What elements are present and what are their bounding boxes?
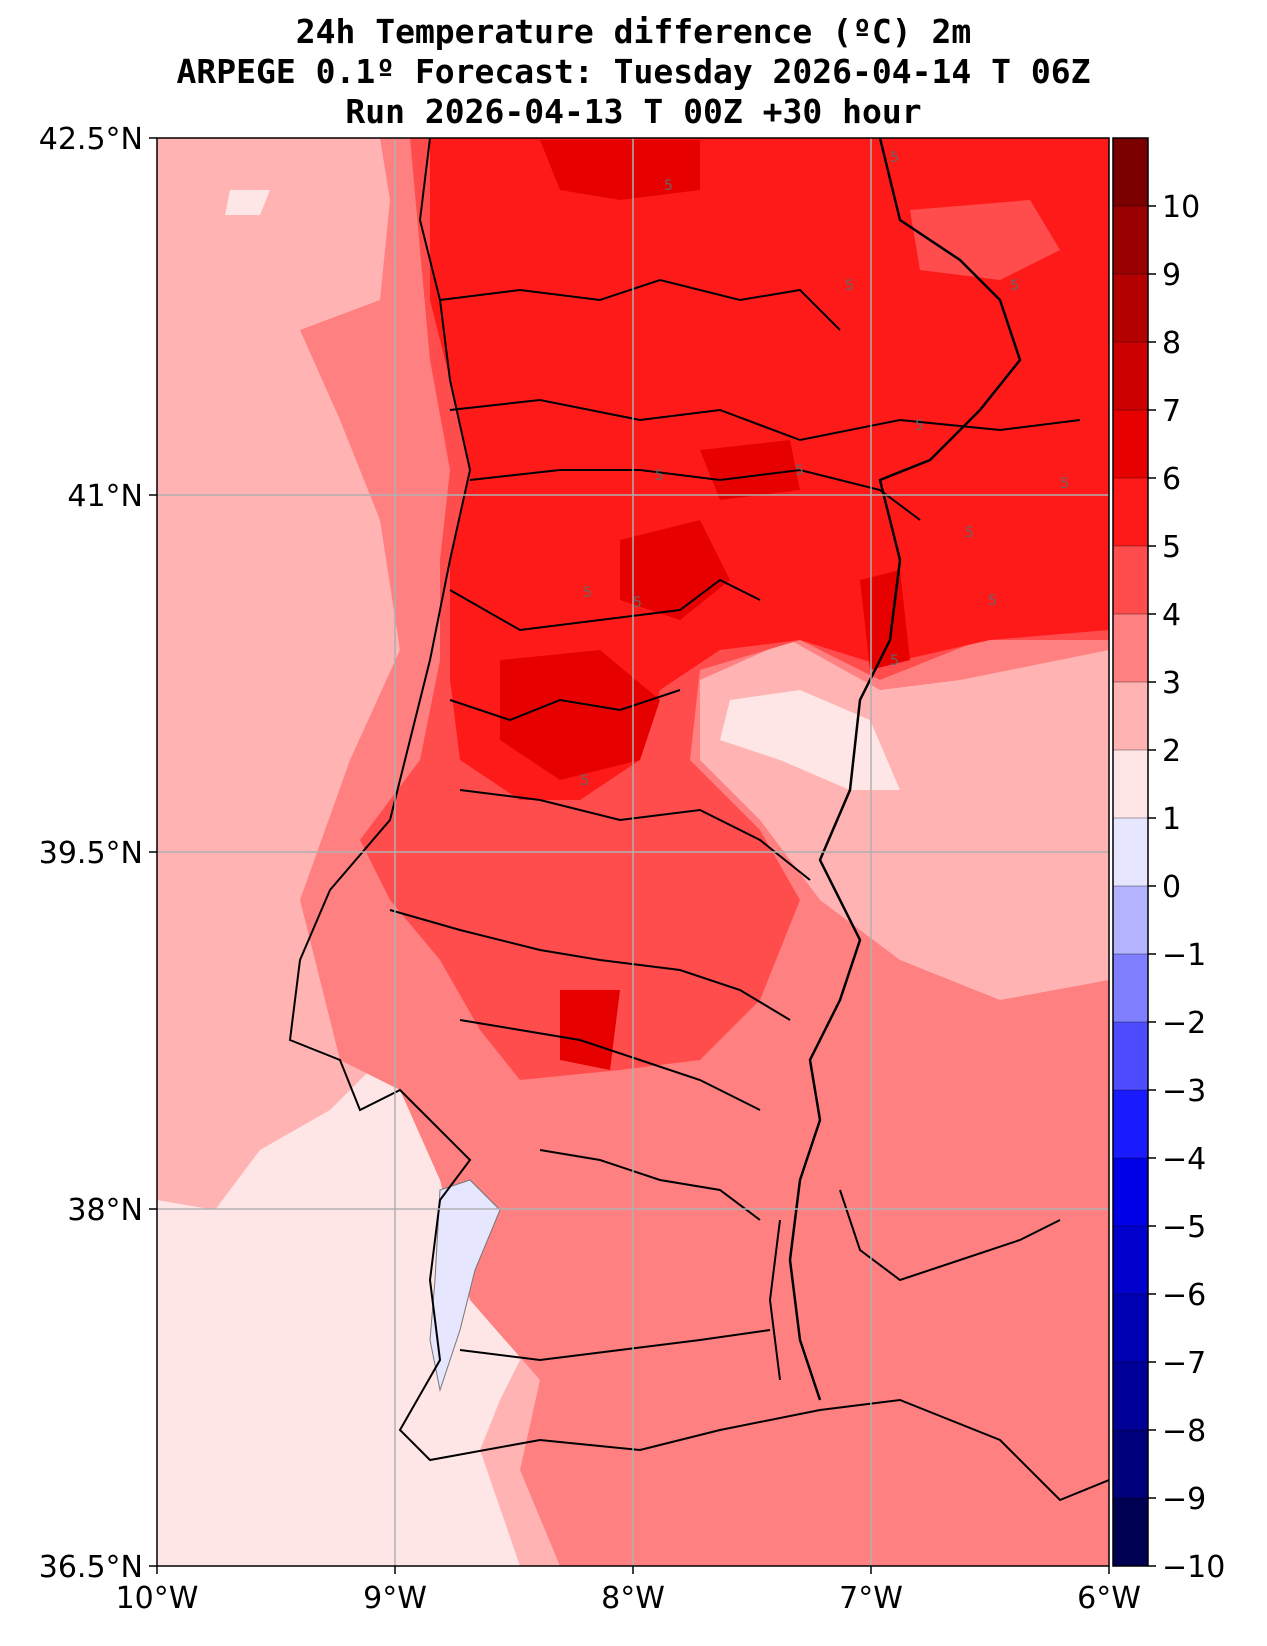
- colorbar-label: −8: [1162, 1414, 1206, 1449]
- colorbar-bin: [1113, 274, 1148, 343]
- temp-region-warm6-5: [700, 440, 800, 500]
- colorbar-bin: [1113, 1498, 1148, 1567]
- country-border: [788, 138, 1022, 1401]
- colorbar-label: −1: [1162, 938, 1206, 973]
- colorbar-bin: [1113, 954, 1148, 1023]
- colorbar-label: −5: [1162, 1210, 1206, 1245]
- temp-region-warm6-4: [860, 570, 910, 670]
- contour-label: 5: [965, 525, 974, 541]
- colorbar-bin: [1113, 1158, 1148, 1227]
- colorbar-label: 5: [1162, 530, 1181, 565]
- colorbar-label: −7: [1162, 1346, 1206, 1381]
- temp-region-warm6-6: [560, 990, 620, 1070]
- colorbar-bin: [1113, 342, 1148, 411]
- colorbar-label: 8: [1162, 326, 1181, 361]
- lon-tick-label: 9°W: [363, 1581, 427, 1616]
- colorbar-label: −6: [1162, 1278, 1206, 1313]
- lon-tick-label: 8°W: [601, 1581, 665, 1616]
- contour-label: 5: [890, 150, 899, 166]
- contour-label: 5: [890, 653, 899, 669]
- colorbar-bin: [1113, 750, 1148, 819]
- colorbar-label: 4: [1162, 598, 1181, 633]
- temp-region-warm6-3: [620, 520, 730, 620]
- contour-label: 5: [583, 585, 592, 601]
- colorbar-label: −2: [1162, 1006, 1206, 1041]
- colorbar-bin: [1113, 614, 1148, 683]
- colorbar-label: −4: [1162, 1142, 1206, 1177]
- colorbar-bin: [1113, 546, 1148, 615]
- colorbar-bin: [1113, 1022, 1148, 1091]
- colorbar-label: 9: [1162, 258, 1181, 293]
- colorbar-label: −3: [1162, 1074, 1206, 1109]
- colorbar-label: 2: [1162, 734, 1181, 769]
- colorbar-bin: [1113, 682, 1148, 751]
- temp-region-warm6-1: [540, 140, 700, 200]
- lat-tick-label: 38°N: [67, 1193, 143, 1228]
- colorbar-bin: [1113, 1090, 1148, 1159]
- lat-tick-label: 42.5°N: [39, 122, 143, 157]
- title-line-2: ARPEGE 0.1º Forecast: Tuesday 2026-04-14…: [176, 52, 1091, 91]
- lat-axis: 42.5°N 41°N 39.5°N 38°N 36.5°N: [39, 122, 143, 1585]
- lat-tick-label: 39.5°N: [39, 836, 143, 871]
- lon-tick-label: 10°W: [116, 1581, 199, 1616]
- colorbar-bin: [1113, 1362, 1148, 1431]
- lat-tick-label: 41°N: [67, 479, 143, 514]
- contour-label: 5: [1010, 278, 1019, 294]
- colorbar-bin: [1113, 478, 1148, 547]
- contour-label: 5: [633, 595, 642, 611]
- contour-label: 5: [655, 468, 664, 484]
- colorbar-frame: [1112, 137, 1149, 1567]
- colorbar-bin: [1113, 818, 1148, 887]
- colorbar-bin: [1113, 410, 1148, 479]
- lon-tick-label: 6°W: [1077, 1581, 1141, 1616]
- colorbar-bin: [1113, 138, 1148, 207]
- lon-tick-label: 7°W: [839, 1581, 903, 1616]
- contour-label: 5: [580, 773, 589, 789]
- title-line-3: Run 2026-04-13 T 00Z +30 hour: [345, 92, 922, 131]
- axis-ticks: [149, 137, 1110, 1574]
- temp-region-warm6-2: [500, 650, 660, 780]
- contour-label: 5: [988, 593, 997, 609]
- coastline: [288, 138, 1109, 1502]
- colorbar-label: 0: [1162, 870, 1181, 905]
- contour-labels: 5 5 5 5 5 5 5 5 5 5 5 5 5 5: [580, 150, 1069, 789]
- colorbar-label: 7: [1162, 394, 1181, 429]
- gridlines: [157, 138, 1109, 1566]
- colorbar-label: 6: [1162, 462, 1181, 497]
- lat-tick-label: 36.5°N: [39, 1550, 143, 1585]
- colorbar-bin: [1113, 206, 1148, 275]
- contour-label: 5: [915, 418, 924, 434]
- colorbar-label: 1: [1162, 802, 1181, 837]
- colorbar-bin: [1113, 1430, 1148, 1499]
- colorbar-label: −9: [1162, 1482, 1206, 1517]
- colorbar-label: 3: [1162, 666, 1181, 701]
- contour-label: 5: [795, 463, 804, 479]
- temp-region-light-patch-nw: [225, 190, 270, 215]
- temp-region-lighter-east: [720, 690, 900, 790]
- title-line-1: 24h Temperature difference (ºC) 2m: [295, 12, 972, 51]
- contour-label: 5: [664, 178, 673, 194]
- contour-label: 5: [1060, 476, 1069, 492]
- temp-region-light-patch-ne: [910, 200, 1060, 280]
- colorbar-bin: [1113, 886, 1148, 955]
- contour-label: 5: [845, 278, 854, 294]
- colorbar-label: −10: [1162, 1550, 1225, 1585]
- lon-axis: 10°W 9°W 8°W 7°W 6°W: [116, 1581, 1141, 1616]
- colorbar-label: 10: [1162, 190, 1200, 225]
- colorbar-bin: [1113, 1294, 1148, 1363]
- colorbar-bin: [1113, 1226, 1148, 1295]
- regional-borders: [389, 278, 1081, 1381]
